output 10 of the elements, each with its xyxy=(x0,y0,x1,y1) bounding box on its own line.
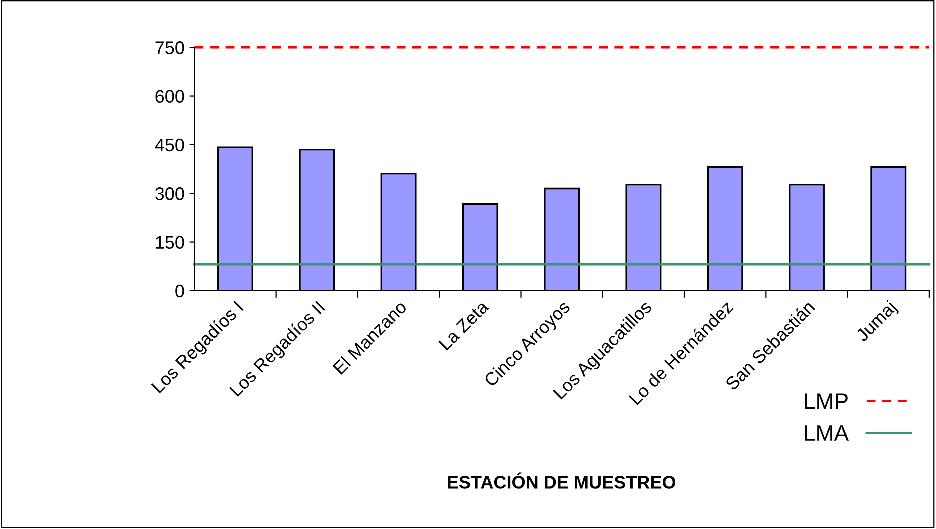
y-tick-label: 150 xyxy=(156,236,184,249)
legend-label: LMP xyxy=(805,394,848,410)
y-tick-label: 750 xyxy=(156,42,184,54)
y-tick-label: 0 xyxy=(176,284,184,298)
x-tick-label: La Zeta xyxy=(438,300,490,351)
y-tick-label: 300 xyxy=(156,188,184,200)
y-tick-label: 600 xyxy=(156,90,184,103)
x-axis-title: ESTACIÓN DE MUESTREO xyxy=(448,472,676,489)
y-tick-label: 450 xyxy=(155,138,184,152)
legend-label: LMA xyxy=(805,426,850,441)
